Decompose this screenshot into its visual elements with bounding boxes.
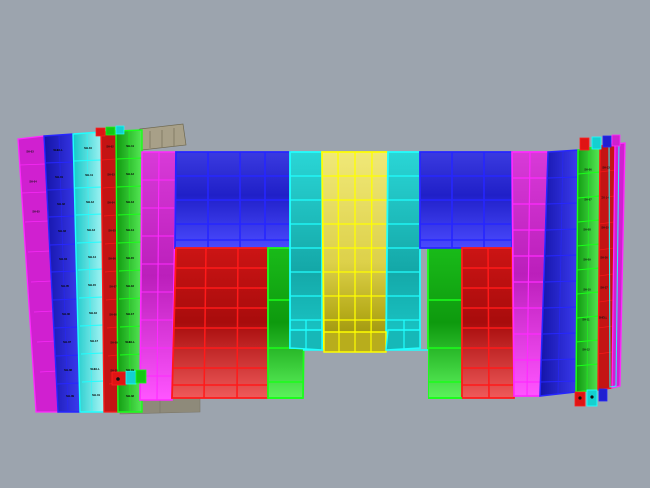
band-red-front-right[interactable] <box>461 247 515 399</box>
band-magenta-right[interactable] <box>611 142 626 389</box>
band-green-front-right[interactable] <box>427 247 463 399</box>
band-green-left[interactable] <box>115 129 143 413</box>
opening-lintel-cells <box>289 329 421 353</box>
svg-text:SH-16: SH-16 <box>89 311 97 315</box>
svg-text:SH-01: SH-01 <box>92 393 100 397</box>
svg-text:SHELL: SHELL <box>53 148 63 152</box>
svg-text:SH-16: SH-16 <box>600 256 608 260</box>
band-cyan-left[interactable] <box>72 131 105 413</box>
svg-text:SH-11: SH-11 <box>126 144 134 148</box>
svg-text:SH-10: SH-10 <box>84 146 92 150</box>
corner-markers-bottom-right <box>574 388 608 407</box>
corner-markers-top-right <box>579 134 621 151</box>
svg-text:SH-10: SH-10 <box>583 288 591 292</box>
svg-text:SH-06: SH-06 <box>108 257 116 261</box>
svg-text:SH-04: SH-04 <box>107 201 115 205</box>
svg-text:SH-02: SH-02 <box>57 202 65 206</box>
svg-text:SH-08: SH-08 <box>109 313 117 317</box>
svg-text:SH-17: SH-17 <box>126 312 134 316</box>
svg-text:SH-03: SH-03 <box>58 229 66 233</box>
svg-text:SH-11: SH-11 <box>582 318 590 322</box>
svg-text:SH-05: SH-05 <box>32 210 40 214</box>
svg-text:SHELL: SHELL <box>125 340 135 344</box>
svg-text:SH-17: SH-17 <box>90 339 98 343</box>
svg-text:SH-14: SH-14 <box>601 196 609 200</box>
svg-text:SH-01: SH-01 <box>126 368 134 372</box>
svg-text:SH-13: SH-13 <box>126 200 134 204</box>
svg-text:SH-09: SH-09 <box>583 258 591 262</box>
svg-text:SHELL: SHELL <box>599 316 608 320</box>
svg-text:SHELL: SHELL <box>90 367 100 371</box>
band-blue-front-left-top[interactable] <box>174 151 291 249</box>
svg-text:SH-01: SH-01 <box>55 175 63 179</box>
svg-text:SH-02: SH-02 <box>106 145 114 149</box>
band-cyan-front-left[interactable] <box>289 151 323 349</box>
svg-text:SH-09: SH-09 <box>110 341 118 345</box>
svg-text:SH-07: SH-07 <box>109 285 117 289</box>
band-yellow-center[interactable] <box>321 151 389 353</box>
svg-text:SH-05: SH-05 <box>61 284 69 288</box>
svg-text:SH-07: SH-07 <box>63 340 71 344</box>
svg-text:SH-06: SH-06 <box>62 312 70 316</box>
svg-text:SH-03: SH-03 <box>107 173 115 177</box>
svg-text:SH-15: SH-15 <box>601 226 609 230</box>
svg-text:SH-15: SH-15 <box>126 256 134 260</box>
svg-text:SH-06: SH-06 <box>584 168 592 172</box>
corner-markers-left <box>111 369 147 386</box>
corner-markers-top-left <box>95 125 125 137</box>
svg-text:SH-17: SH-17 <box>600 286 608 290</box>
svg-text:SH-11: SH-11 <box>85 173 93 177</box>
band-cyan-front-right[interactable] <box>385 151 421 349</box>
svg-text:SH-14: SH-14 <box>126 228 134 232</box>
band-blue-front-right-top[interactable] <box>419 151 513 249</box>
svg-text:SH-13: SH-13 <box>87 228 95 232</box>
svg-text:SH-08: SH-08 <box>583 228 591 232</box>
svg-text:SH-12: SH-12 <box>582 348 590 352</box>
svg-text:SH-09: SH-09 <box>66 394 74 398</box>
svg-text:SH-04: SH-04 <box>29 180 37 184</box>
svg-text:SH-15: SH-15 <box>88 283 96 287</box>
svg-text:SH-08: SH-08 <box>64 368 72 372</box>
svg-text:SH-13: SH-13 <box>602 166 610 170</box>
svg-text:SH-10: SH-10 <box>110 369 118 373</box>
svg-text:SH-02: SH-02 <box>126 394 134 398</box>
central-rectangular-opening <box>305 350 428 412</box>
element-label-group: SHELL SH-01 SH-02 SH-03 SH-04 SH-05 SH-0… <box>26 144 610 398</box>
band-magenta-front-left[interactable] <box>139 151 177 401</box>
svg-text:SH-03: SH-03 <box>26 150 34 154</box>
svg-text:SH-04: SH-04 <box>59 257 67 261</box>
svg-text:SH-14: SH-14 <box>88 255 96 259</box>
svg-text:SH-16: SH-16 <box>126 284 134 288</box>
svg-text:SH-05: SH-05 <box>108 229 116 233</box>
svg-text:SH-07: SH-07 <box>584 198 592 202</box>
band-green-right[interactable] <box>575 145 601 393</box>
band-red-front-left[interactable] <box>171 247 269 399</box>
band-magenta-front-right[interactable] <box>511 151 549 397</box>
svg-text:SH-12: SH-12 <box>86 200 94 204</box>
svg-text:SH-12: SH-12 <box>126 172 134 176</box>
